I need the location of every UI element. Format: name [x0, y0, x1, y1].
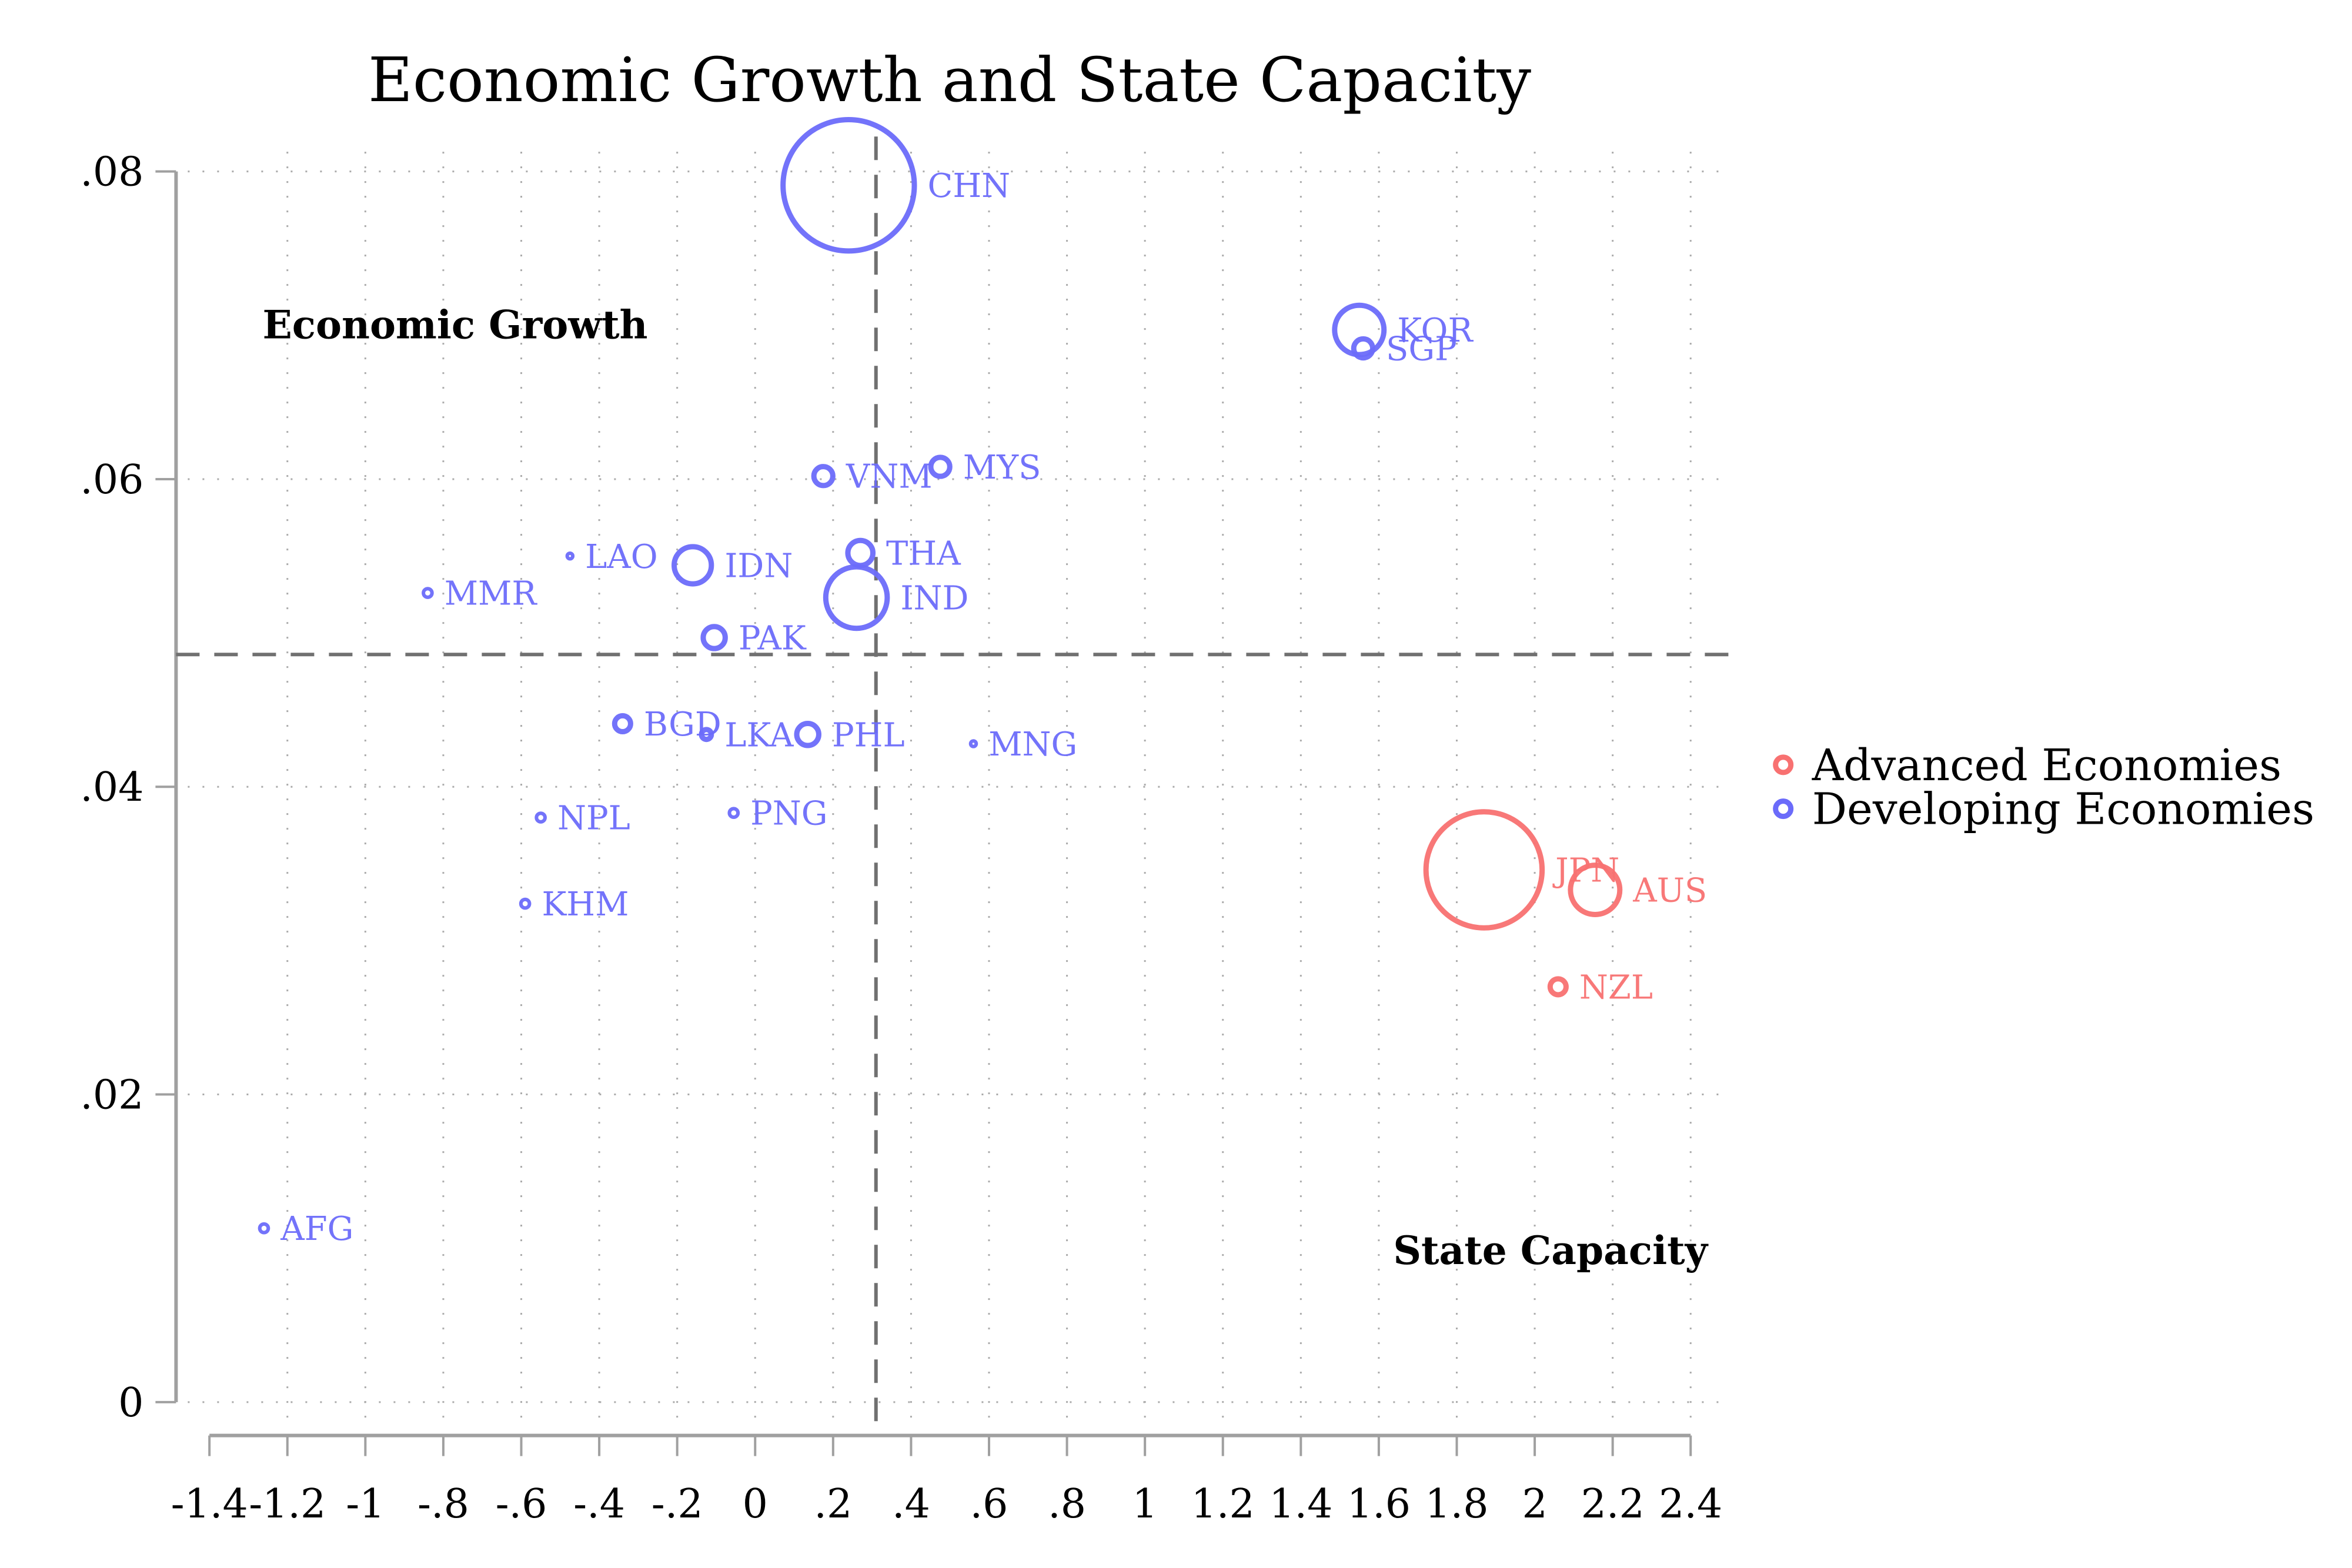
y-tick-label: .08 [80, 149, 143, 196]
point-label-jpn: JPN [1552, 852, 1619, 890]
data-point-nzl [1547, 976, 1569, 998]
point-label-idn: IDN [724, 547, 793, 585]
point-label-tha: THA [886, 535, 961, 573]
data-point-tha [845, 537, 876, 569]
data-point-ind [823, 564, 890, 631]
grid [188, 152, 1730, 1419]
point-label-ind: IND [900, 579, 968, 617]
x-tick-label: 2.2 [1581, 1481, 1645, 1527]
data-point-png [727, 807, 740, 820]
legend-marker-icon [1773, 798, 1794, 820]
x-tick-label: 0 [743, 1481, 768, 1527]
point-label-afg: AFG [280, 1210, 353, 1248]
data-point-mys [928, 454, 953, 479]
x-tick-label: .6 [970, 1481, 1008, 1527]
data-point-mmr [422, 587, 434, 599]
data-point-pak [700, 624, 728, 651]
point-label-aus: AUS [1632, 872, 1707, 910]
data-point-phl [794, 721, 821, 748]
x-tick-label: 1.4 [1269, 1481, 1332, 1527]
x-tick-label: .8 [1048, 1481, 1086, 1527]
x-tick-label: 2 [1522, 1481, 1547, 1527]
legend-label: Advanced Economies [1812, 740, 2281, 791]
point-label-lka: LKA [724, 716, 794, 754]
data-point-mng [968, 739, 978, 748]
point-label-nzl: NZL [1579, 968, 1653, 1007]
reference-lines [176, 136, 1730, 1436]
point-label-npl: NPL [557, 800, 630, 838]
x-tick-label: -.8 [417, 1481, 469, 1527]
data-point-npl [534, 811, 547, 824]
data-point-jpn [1423, 809, 1545, 931]
x-tick-label: -.4 [573, 1481, 625, 1527]
data-point-kor [1332, 302, 1387, 357]
annotation-economic-growth: Economic Growth [263, 302, 648, 348]
data-point-lao [565, 551, 575, 561]
point-label-mmr: MMR [445, 575, 538, 613]
point-label-khm: KHM [542, 885, 629, 924]
point-label-kor: KOR [1397, 312, 1474, 350]
legend-label: Developing Economies [1812, 784, 2314, 835]
point-label-sgp: SGP [1386, 330, 1457, 369]
x-tick-label: -1.4 [171, 1481, 248, 1527]
data-point-chn [780, 117, 917, 254]
point-label-mng: MNG [988, 726, 1077, 764]
y-tick-label: 0 [118, 1380, 143, 1426]
x-tick-label: 1 [1132, 1481, 1158, 1527]
annotation-state-capacity: State Capacity [1393, 1228, 1708, 1273]
data-point-khm [519, 897, 532, 910]
x-tick-label: -.2 [652, 1481, 703, 1527]
legend-marker-icon [1773, 754, 1794, 775]
x-tick-label: -1.2 [249, 1481, 326, 1527]
y-tick-label: .02 [80, 1072, 143, 1119]
x-tick-label: .4 [892, 1481, 930, 1527]
point-label-phl: PHL [832, 716, 905, 754]
axes: 0 .02 .04 .06 .08 -1.4 -1.2 -1 -.8 -.6 -.4 -.2 0 .2 .4… [80, 149, 1722, 1527]
x-tick-label: 1.2 [1191, 1481, 1255, 1527]
x-tick-label: 1.8 [1425, 1481, 1488, 1527]
data-point-afg [258, 1222, 270, 1235]
x-tick-label: -.6 [496, 1481, 547, 1527]
data-point-aus [1568, 862, 1623, 918]
point-label-pak: PAK [739, 619, 807, 657]
point-label-chn: CHN [927, 167, 1010, 205]
x-tick-label: .2 [814, 1481, 852, 1527]
point-label-mys: MYS [963, 449, 1041, 487]
x-tick-label: 1.6 [1347, 1481, 1411, 1527]
data-point-vnm [811, 464, 836, 489]
point-label-png: PNG [750, 795, 827, 833]
data-point-lka [699, 727, 714, 743]
x-tick-label: -1 [346, 1481, 385, 1527]
point-label-vnm: VNM [846, 458, 933, 496]
annotations: Economic Growth State Capacity [263, 302, 1709, 1273]
x-tick-label: 2.4 [1659, 1481, 1722, 1527]
data-points [258, 117, 1623, 1235]
data-point-sgp [1351, 336, 1376, 361]
data-point-idn [671, 544, 714, 587]
data-point-bgd [612, 713, 633, 735]
y-tick-label: .04 [80, 764, 143, 811]
chart-title: Economic Growth and State Capacity [368, 44, 1531, 116]
point-label-lao: LAO [585, 538, 658, 576]
point-label-bgd: BGD [644, 706, 721, 744]
y-tick-label: .06 [80, 457, 143, 503]
